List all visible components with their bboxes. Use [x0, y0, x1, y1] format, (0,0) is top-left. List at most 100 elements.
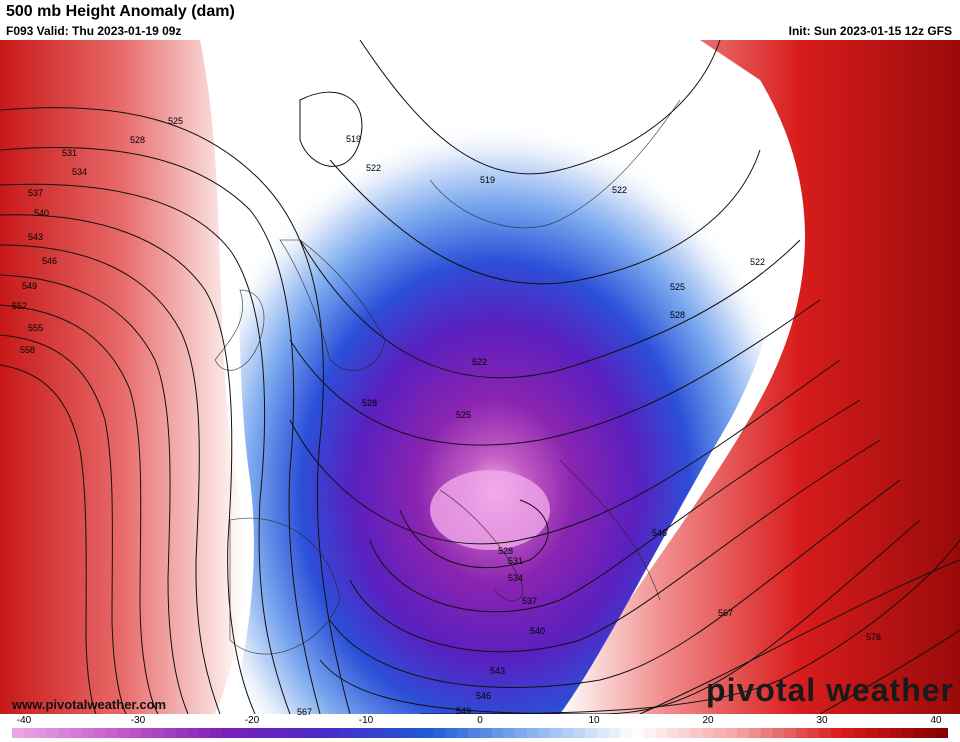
colorbar-swatch	[866, 728, 879, 738]
source-url: www.pivotalweather.com	[12, 697, 167, 712]
colorbar-swatch	[269, 728, 282, 738]
colorbar-swatch	[409, 728, 422, 738]
colorbar-swatch	[246, 728, 259, 738]
colorbar-swatches	[12, 728, 948, 738]
colorbar-swatch	[164, 728, 177, 738]
colorbar-swatch	[760, 728, 773, 738]
colorbar-swatch	[491, 728, 504, 738]
colorbar-swatch	[58, 728, 71, 738]
colorbar-swatch	[597, 728, 610, 738]
colorbar-swatch	[526, 728, 539, 738]
interior-contour-label: 528	[362, 398, 378, 408]
west-contour-label: 540	[34, 208, 50, 218]
colorbar-swatch	[421, 728, 434, 738]
interior-contour-label: 546	[476, 691, 492, 701]
colorbar-swatch	[515, 728, 528, 738]
colorbar-swatch	[187, 728, 200, 738]
west-contour-label: 528	[130, 135, 146, 145]
colorbar-swatch	[93, 728, 107, 738]
coastlines	[214, 99, 681, 655]
interior-contour-label: 576	[866, 632, 882, 642]
interior-contour-label: 522	[750, 257, 766, 267]
colorbar-swatch	[281, 728, 294, 738]
interior-contour-label: 543	[490, 666, 506, 676]
west-contour-label: 534	[72, 167, 88, 177]
interior-contour-label: 567	[718, 608, 734, 618]
interior-contour-label: 525	[456, 410, 472, 420]
colorbar-swatch	[620, 728, 633, 738]
colorbar-swatch	[444, 728, 458, 738]
colorbar-swatch	[433, 728, 446, 738]
interior-contour-label: 522	[472, 357, 488, 367]
colorbar-swatch	[117, 728, 130, 738]
colorbar-swatch	[854, 728, 867, 738]
colorbar-swatch	[480, 728, 493, 738]
interior-contour-label: 537	[522, 596, 538, 606]
east-ridge-anomaly	[560, 40, 960, 714]
west-contour-label: 558	[20, 345, 36, 355]
valid-time: F093 Valid: Thu 2023-01-19 09z	[6, 24, 182, 38]
height-anomaly-map	[0, 40, 960, 714]
interior-contour-label: 528	[670, 310, 686, 320]
colorbar-swatch	[503, 728, 516, 738]
west-ridge-anomaly	[0, 40, 245, 714]
colorbar-swatch	[819, 728, 832, 738]
colorbar-swatch	[912, 728, 926, 738]
colorbar-swatch	[105, 728, 118, 738]
colorbar-swatch	[749, 728, 762, 738]
colorbar-swatch	[12, 728, 25, 738]
colorbar-swatch	[585, 728, 598, 738]
colorbar-swatch	[655, 728, 668, 738]
colorbar-swatch	[725, 728, 738, 738]
colorbar-swatch	[129, 728, 142, 738]
colorbar-tick-label: 40	[930, 715, 942, 726]
interior-contour-label: 546	[652, 528, 668, 538]
colorbar-swatch	[690, 728, 703, 738]
colorbar-swatch	[35, 728, 48, 738]
colorbar-swatch	[199, 728, 212, 738]
colorbar-swatch	[632, 728, 645, 738]
height-contours	[0, 40, 960, 714]
interior-contour-label: 528	[498, 546, 514, 556]
colorbar-swatch	[573, 728, 586, 738]
colorbar-swatch	[678, 728, 692, 738]
colorbar-swatch	[210, 728, 224, 738]
colorbar-swatch	[304, 728, 317, 738]
colorbar-tick-label: -20	[244, 715, 260, 726]
colorbar-swatch	[842, 728, 855, 738]
colorbar-tick-label: -40	[16, 715, 32, 726]
colorbar-swatch	[222, 728, 235, 738]
colorbar-swatch	[608, 728, 621, 738]
colorbar-swatch	[807, 728, 820, 738]
colorbar-swatch	[901, 728, 914, 738]
colorbar-swatch	[714, 728, 727, 738]
colorbar-swatch	[327, 728, 341, 738]
interior-contour-label: 567	[297, 707, 313, 717]
colorbar-swatch	[772, 728, 785, 738]
colorbar-swatch	[538, 728, 551, 738]
west-contour-label: 555	[28, 323, 44, 333]
colorbar-swatch	[23, 728, 36, 738]
colorbar-swatch	[889, 728, 902, 738]
colorbar-tick-label: 20	[702, 715, 714, 726]
colorbar-ticks: -40 -30 -20 -10 0 10 20 30 40	[0, 714, 960, 728]
interior-contour-label: 525	[670, 282, 686, 292]
init-time: Init: Sun 2023-01-15 12z GFS	[788, 24, 952, 38]
map-header: 500 mb Height Anomaly (dam) F093 Valid: …	[0, 0, 960, 40]
colorbar-swatch	[175, 728, 188, 738]
colorbar-swatch	[152, 728, 165, 738]
colorbar-swatch	[47, 728, 60, 738]
colorbar-swatch	[550, 728, 563, 738]
colorbar-swatch	[386, 728, 399, 738]
colorbar-tick-label: -30	[130, 715, 146, 726]
colorbar-swatch	[667, 728, 680, 738]
map-canvas	[0, 40, 960, 714]
interior-contour-label: 522	[366, 163, 382, 173]
colorbar-swatch	[140, 728, 153, 738]
interior-contour-label: 540	[530, 626, 546, 636]
west-contour-label: 552	[12, 301, 28, 311]
brand-logo: pivotal weather	[706, 672, 954, 708]
west-contour-label: 525	[168, 116, 184, 126]
colorbar-swatch	[784, 728, 797, 738]
west-contour-label: 546	[42, 256, 58, 266]
